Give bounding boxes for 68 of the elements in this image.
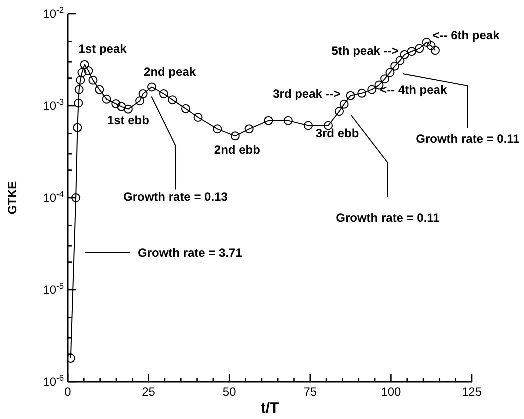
point — [334, 107, 344, 116]
annotation: <-- 4th peak — [380, 82, 448, 97]
point — [159, 90, 168, 99]
point — [168, 96, 178, 105]
point — [264, 116, 274, 126]
annotation: Growth rate = 0.11 — [416, 132, 520, 146]
point — [76, 76, 86, 85]
point — [95, 85, 104, 94]
y-axis-title: GTKE — [5, 181, 20, 215]
point — [358, 88, 367, 98]
point — [80, 60, 90, 70]
point — [117, 102, 126, 112]
point — [396, 56, 405, 66]
y-tick-label: 10$^{-5}$ — [43, 281, 64, 297]
point — [244, 124, 254, 134]
point — [88, 76, 98, 85]
annotation: Growth rate = 3.71 — [138, 246, 243, 260]
annotation: 1st peak — [78, 42, 128, 56]
point — [415, 44, 424, 54]
annotation: 2nd ebb — [214, 143, 260, 158]
point — [304, 121, 313, 130]
y-tick-label: 10$^{-4}$ — [43, 189, 64, 205]
point — [284, 116, 293, 126]
point — [422, 38, 432, 47]
point — [213, 124, 222, 134]
annotation: <-- 6th peak — [432, 28, 500, 42]
x-tick-label: 25 — [142, 385, 156, 399]
point — [386, 68, 395, 78]
point — [136, 96, 145, 106]
point — [380, 74, 390, 84]
point — [102, 94, 112, 104]
annotation: Growth rate = 0.11 — [336, 211, 440, 225]
point — [346, 91, 356, 100]
point — [426, 41, 436, 50]
point — [407, 47, 416, 56]
x-tick-label: 100 — [381, 385, 402, 399]
annotation: 3rd ebb — [316, 126, 360, 141]
point — [194, 112, 203, 122]
annotation: 5th peak --> — [332, 44, 399, 58]
point — [181, 104, 190, 114]
point — [390, 62, 400, 71]
y-tick-label: 10$^{-3}$ — [43, 97, 64, 113]
annotation: 2nd peak — [144, 65, 196, 80]
point — [430, 46, 440, 56]
x-tick-label: 75 — [304, 385, 318, 399]
point — [340, 100, 349, 109]
point — [74, 98, 84, 108]
point — [73, 123, 82, 132]
x-tick-label: 50 — [222, 385, 237, 399]
y-tick-label: 10$^{-2}$ — [43, 5, 64, 21]
annotation: 3rd peak --> — [273, 86, 341, 101]
point — [84, 66, 94, 76]
point — [400, 50, 410, 60]
point — [138, 90, 148, 99]
y-tick-label: 10$^{-6}$ — [43, 373, 64, 389]
x-axis-title: t/T — [260, 400, 280, 417]
point — [148, 82, 157, 92]
x-tick-label: 0 — [64, 385, 72, 399]
point — [74, 85, 84, 94]
point — [72, 194, 81, 202]
annotation: Growth rate = 0.13 — [124, 190, 228, 204]
x-tick-label: 125 — [462, 385, 482, 399]
point — [368, 85, 377, 94]
point — [230, 132, 240, 141]
point — [112, 100, 121, 109]
point — [78, 68, 87, 78]
annotation: 1st ebb — [107, 113, 150, 128]
point — [124, 104, 133, 114]
